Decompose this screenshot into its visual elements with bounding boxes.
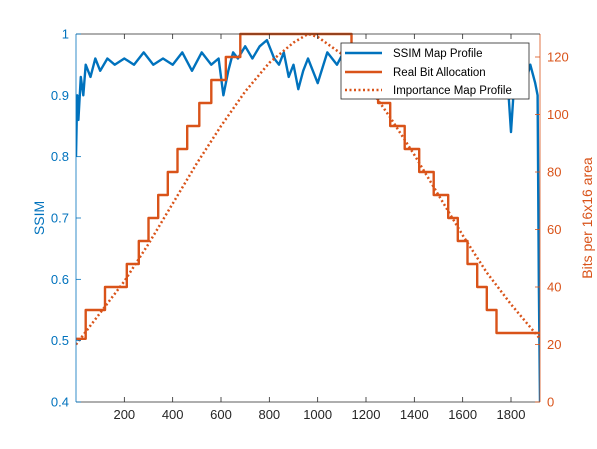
- x-tick-label: 1800: [497, 407, 526, 422]
- y-tick-label-left: 1: [62, 27, 69, 42]
- y-tick-label-left: 0.5: [51, 333, 69, 348]
- y-tick-label-left: 0.9: [51, 88, 69, 103]
- x-tick-label: 1600: [448, 407, 477, 422]
- y-tick-label-right: 0: [547, 395, 554, 410]
- y-tick-label-right: 80: [547, 165, 561, 180]
- legend-label-ssim: SSIM Map Profile: [393, 48, 482, 60]
- legend: SSIM Map Profile Real Bit Allocation Imp…: [340, 42, 530, 100]
- y-tick-label-left: 0.8: [51, 149, 69, 164]
- y-axis-label-right: Bits per 16x16 area: [579, 157, 595, 279]
- x-tick-label: 1400: [400, 407, 429, 422]
- y-tick-label-left: 0.6: [51, 272, 69, 287]
- x-tick-label: 800: [258, 407, 280, 422]
- y-tick-label-right: 40: [547, 280, 561, 295]
- series-line-2: [76, 32, 540, 346]
- y-tick-label-right: 60: [547, 222, 561, 237]
- legend-label-importance: Importance Map Profile: [393, 85, 512, 97]
- y-tick-label-right: 120: [547, 50, 569, 65]
- x-tick-label: 200: [113, 407, 135, 422]
- y-axis-label-left: SSIM: [31, 201, 47, 235]
- y-tick-label-left: 0.7: [51, 211, 69, 226]
- y-tick-label-right: 20: [547, 337, 561, 352]
- legend-label-bits: Real Bit Allocation: [393, 67, 486, 79]
- ticks: 200 400 600 800 1000 1200 1400 1600 18000.40.50.…: [51, 27, 569, 423]
- x-tick-label: 600: [210, 407, 232, 422]
- x-tick-label: 1200: [352, 407, 381, 422]
- x-tick-label: 1000: [303, 407, 332, 422]
- y-tick-label-right: 100: [547, 107, 569, 122]
- y-tick-label-left: 0.4: [51, 395, 69, 410]
- x-tick-label: 400: [162, 407, 184, 422]
